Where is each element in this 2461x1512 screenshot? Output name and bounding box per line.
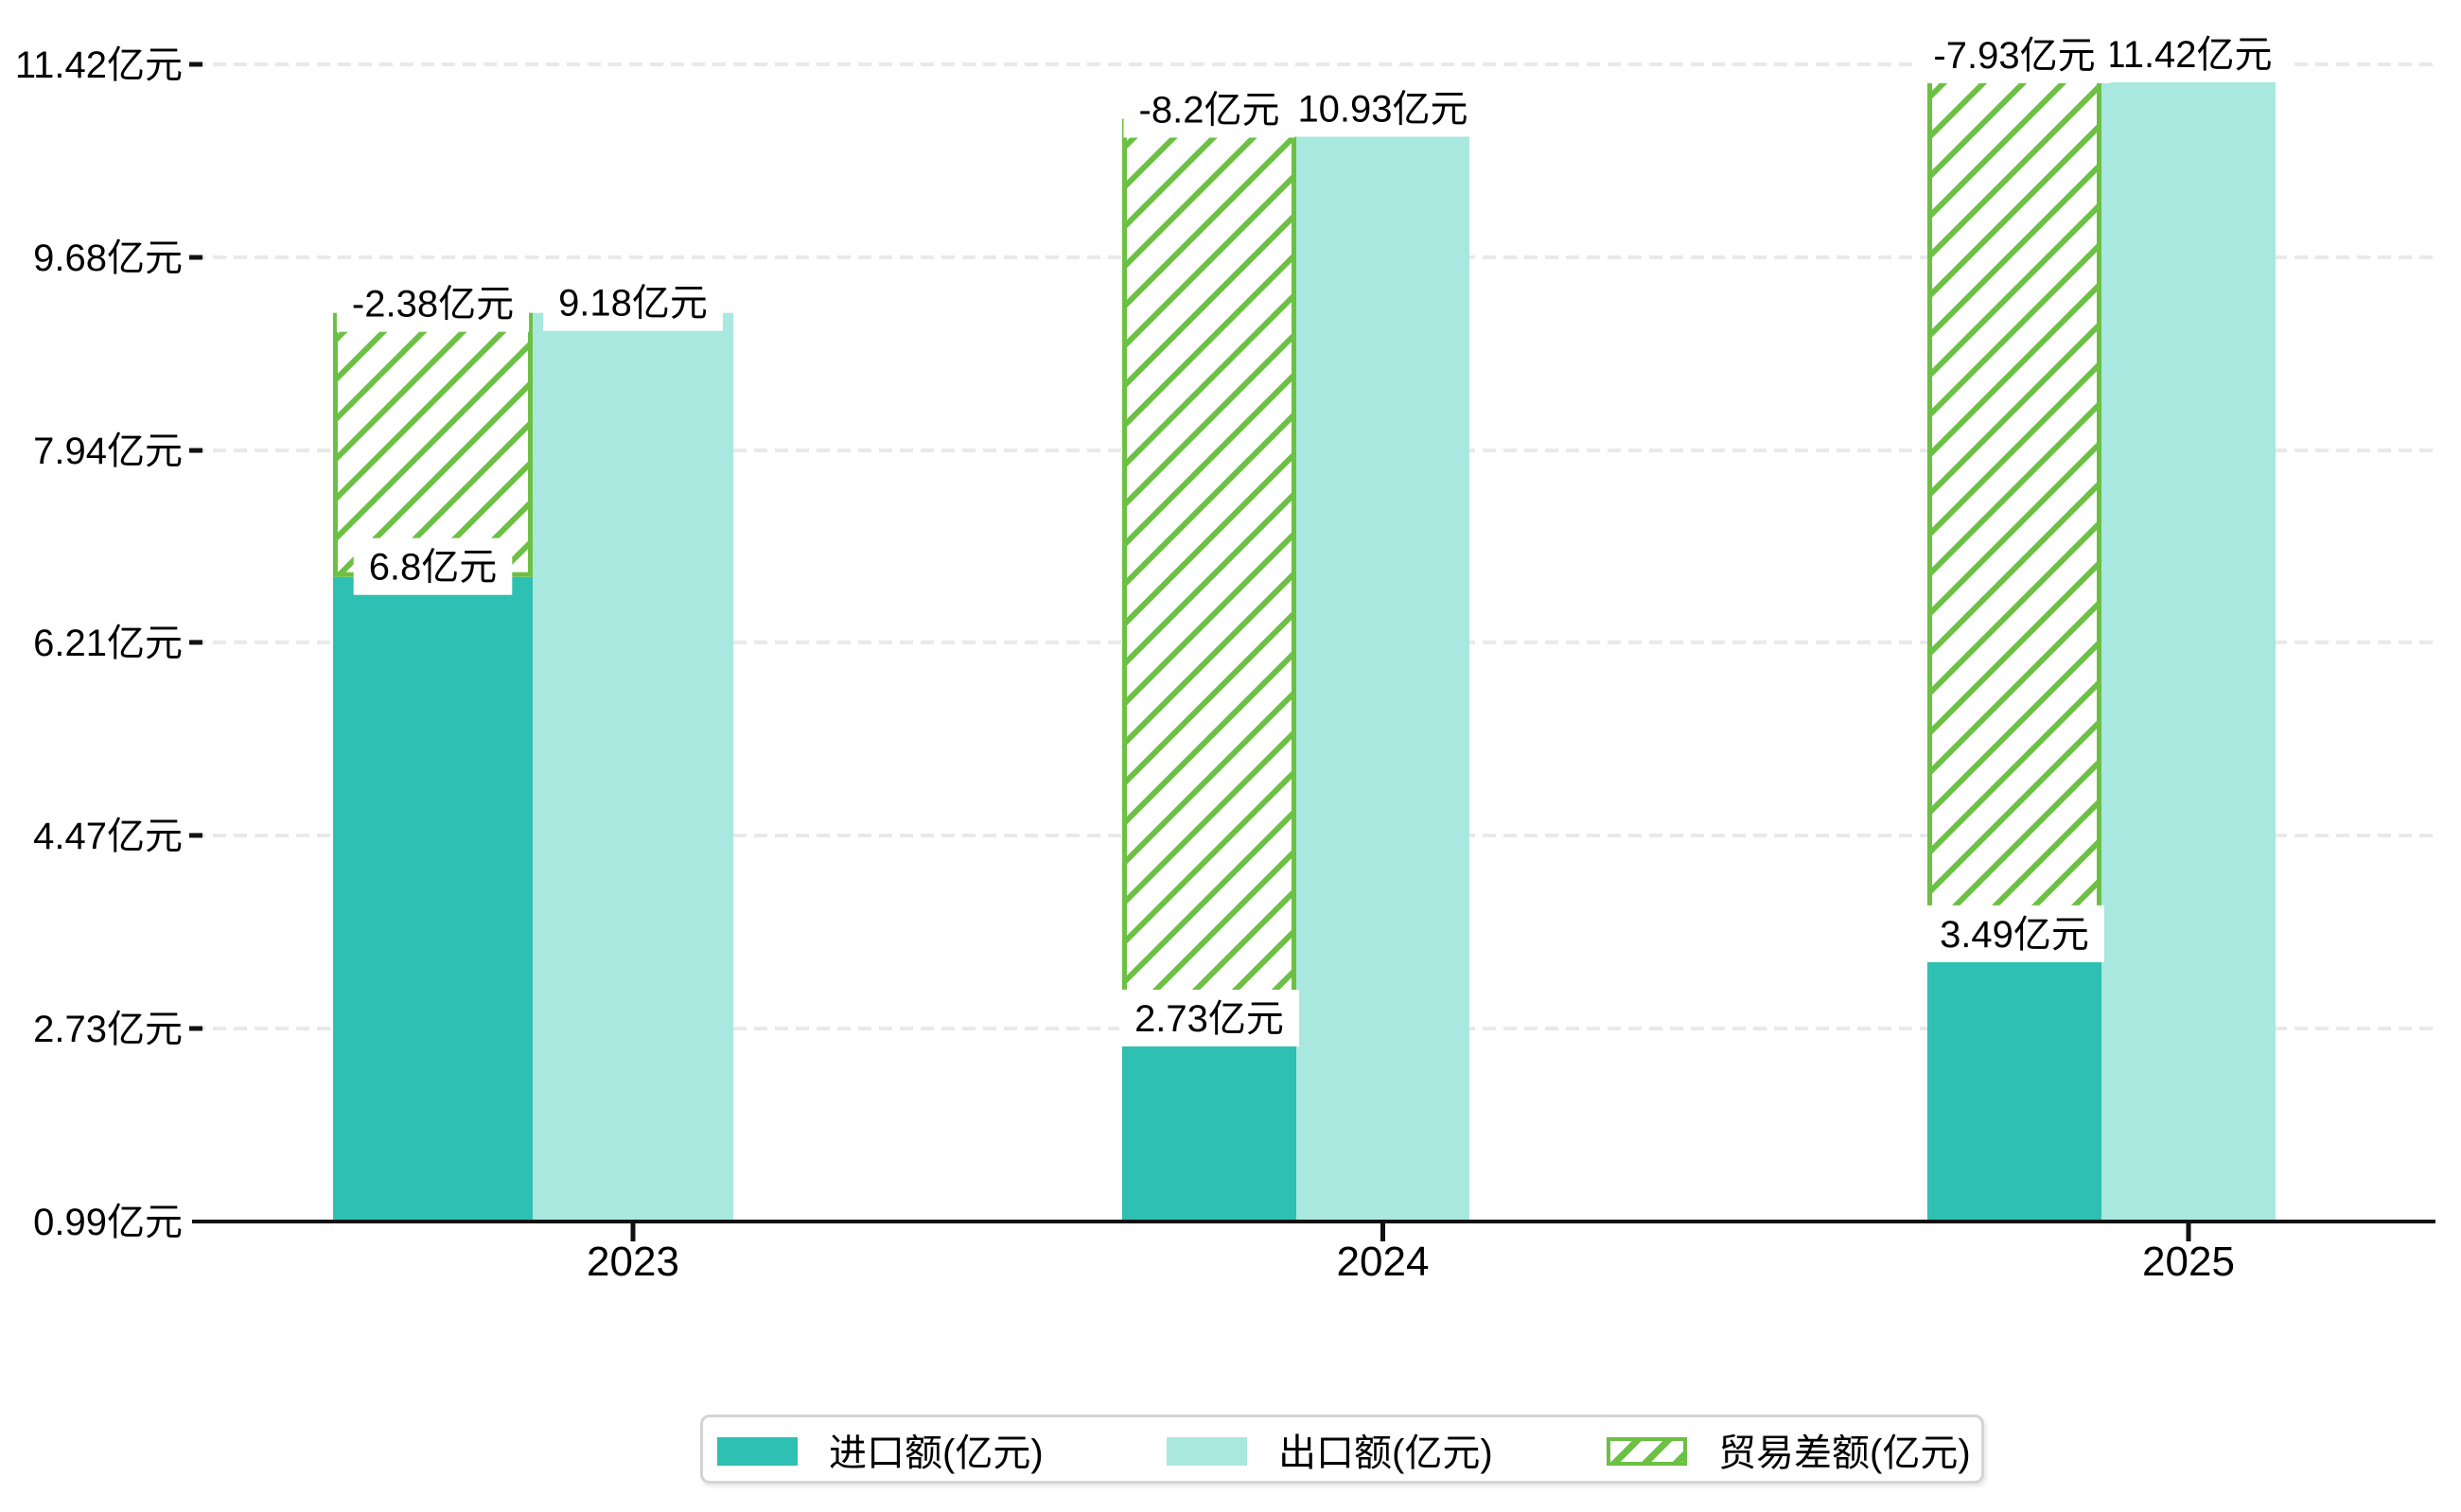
- x-tick-label-2024: 2024: [1337, 1239, 1430, 1285]
- label-balance-2025: -7.93亿元: [1933, 35, 2095, 77]
- legend-swatch-balance: [1607, 1437, 1687, 1466]
- label-import-2025: 3.49亿元: [1940, 914, 2089, 956]
- label-export-2025: 11.42亿元: [2104, 34, 2272, 76]
- label-balance-2025-bg: [1918, 26, 2111, 83]
- bar-import-2024: [1122, 1028, 1296, 1222]
- label-balance-2024: -8.2亿元: [1139, 89, 1280, 131]
- data-labels-layer: 6.8亿元 9.18亿元 -2.38亿元 2.73亿元 10.93亿元 -8.2亿元 3.4…: [336, 26, 2288, 1046]
- y-tick-label: 4.47亿元: [33, 816, 183, 857]
- label-import-2023: 6.8亿元: [369, 547, 498, 589]
- legend-swatch-export: [1167, 1437, 1247, 1466]
- legend-label-balance: 贸易差额(亿元): [1718, 1432, 1971, 1474]
- bar-export-2025: [2101, 64, 2276, 1222]
- legend-swatch-import: [717, 1437, 798, 1466]
- bar-export-2024: [1296, 118, 1469, 1222]
- bar-balance-hatch-2024: [1122, 118, 1296, 1029]
- label-balance-2024-bg: [1123, 80, 1295, 138]
- legend-label-export: 出口额(亿元): [1278, 1432, 1493, 1474]
- label-import-2023-bg: [353, 537, 513, 595]
- label-export-2025-bg: [2089, 26, 2288, 82]
- axes-layer: 0.99亿元 2.73亿元 4.47亿元 6.21亿元 7.94亿元 9.68亿元 11.4…: [15, 44, 2435, 1285]
- label-import-2025-bg: [1925, 905, 2104, 962]
- y-tick-label: 9.68亿元: [33, 237, 183, 279]
- y-tick-label: 7.94亿元: [33, 431, 183, 472]
- label-import-2024-bg: [1119, 989, 1299, 1046]
- label-export-2024-bg: [1282, 79, 1484, 137]
- label-export-2023-bg: [543, 273, 723, 331]
- x-tick-label-2025: 2025: [2142, 1239, 2235, 1285]
- bar-export-2023: [533, 312, 733, 1222]
- label-export-2024: 10.93亿元: [1297, 88, 1468, 130]
- legend: 进口额(亿元) 出口额(亿元) 贸易差额(亿元): [700, 1415, 1984, 1484]
- bars-layer: [333, 64, 2276, 1222]
- y-tick-label: 11.42亿元: [15, 44, 183, 86]
- bar-import-2025: [1927, 943, 2101, 1222]
- bar-balance-hatch-2023: [333, 312, 533, 577]
- y-tick-label: 2.73亿元: [33, 1009, 183, 1050]
- label-export-2023: 9.18亿元: [558, 283, 708, 325]
- label-import-2024: 2.73亿元: [1134, 998, 1284, 1040]
- y-tick-label: 0.99亿元: [33, 1202, 183, 1243]
- x-tick-label-2023: 2023: [587, 1239, 679, 1285]
- legend-label-import: 进口额(亿元): [829, 1432, 1044, 1474]
- label-balance-2023-bg: [336, 274, 530, 332]
- bar-balance-hatch-2025: [1927, 64, 2101, 944]
- label-balance-2023: -2.38亿元: [352, 284, 514, 325]
- bar-import-2023: [333, 576, 533, 1222]
- y-tick-label: 6.21亿元: [33, 623, 183, 664]
